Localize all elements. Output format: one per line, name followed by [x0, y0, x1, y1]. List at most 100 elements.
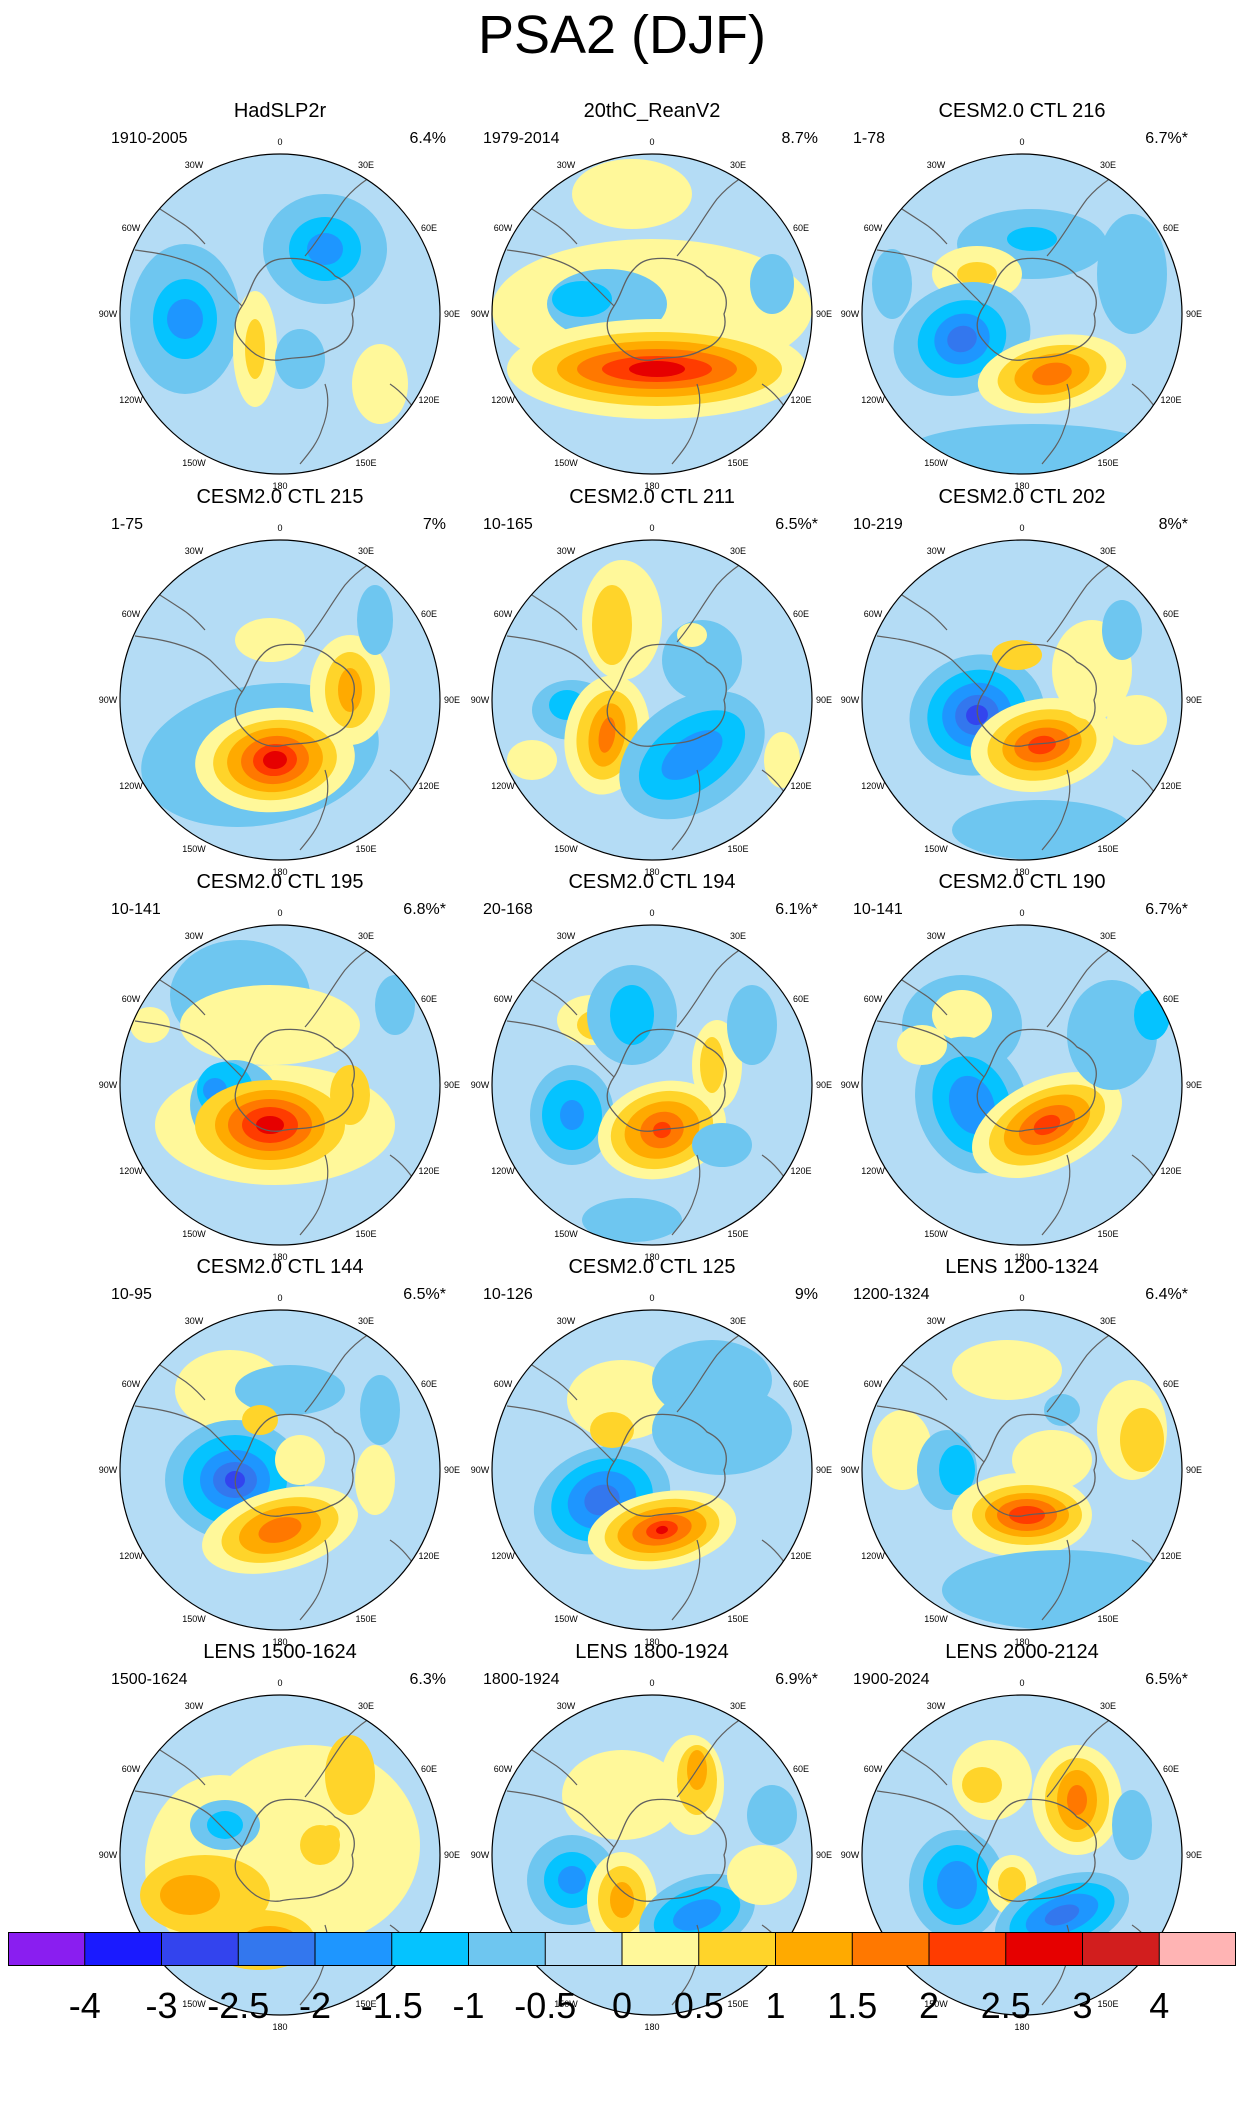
anomaly-contour — [1107, 695, 1167, 745]
longitude-label: 30W — [557, 1316, 576, 1326]
longitude-label: 90W — [471, 1465, 490, 1475]
map-panel: CESM2.0 CTL 125 10-126 9% 0 30E 60E 90E 120E 150… — [462, 1256, 842, 1647]
longitude-label: 60E — [421, 1379, 437, 1389]
longitude-label: 90E — [1186, 695, 1202, 705]
anomaly-contour — [307, 233, 343, 265]
longitude-label: 150E — [355, 458, 376, 468]
polar-map: 0 30E 60E 90E 120E 150E 180 150W 120W 90W 60W 30W — [471, 908, 832, 1262]
colorbar-swatch — [315, 1932, 393, 1966]
anomaly-contour — [727, 985, 777, 1065]
longitude-label: 120W — [861, 781, 885, 791]
coastline — [134, 249, 243, 307]
longitude-label: 0 — [277, 1678, 282, 1688]
panel-title: CESM2.0 CTL 216 — [938, 100, 1106, 122]
longitude-label: 60E — [1163, 223, 1179, 233]
longitude-label: 90E — [444, 695, 460, 705]
longitude-label: 120E — [1160, 1166, 1181, 1176]
map-border — [491, 539, 813, 861]
map-panel: CESM2.0 CTL 215 1-75 7% 0 30E 60E 90E 120E 150E 1… — [90, 486, 470, 877]
colorbar-tick-label: -1.5 — [360, 1985, 423, 2026]
longitude-label: 60E — [421, 609, 437, 619]
coastline — [671, 769, 701, 851]
longitude-label: 0 — [649, 523, 654, 533]
anomaly-contour — [360, 1375, 400, 1445]
colorbar-tick-label: 2 — [918, 1985, 940, 2026]
longitude-label: 60W — [864, 609, 883, 619]
longitude-label: 90E — [816, 695, 832, 705]
longitude-label: 30W — [557, 546, 576, 556]
panel-variance: 6.7%* — [1145, 130, 1188, 147]
longitude-label: 150W — [182, 1229, 206, 1239]
longitude-label: 30E — [1100, 931, 1116, 941]
anomaly-contour — [939, 1445, 975, 1495]
coastline — [299, 1539, 329, 1621]
coastline — [134, 1405, 243, 1463]
colorbar-swatch — [775, 1932, 853, 1966]
longitude-label: 120W — [119, 1551, 143, 1561]
antarctica-coastline — [976, 1798, 1097, 1902]
anomaly-contour — [897, 1025, 947, 1065]
polar-map: 0 30E 60E 90E 120E 150E 180 150W 120W 90W 60W 30W — [841, 523, 1202, 877]
longitude-label: 60E — [1163, 1764, 1179, 1774]
longitude-label: 30E — [1100, 1701, 1116, 1711]
anomaly-contour — [357, 585, 393, 655]
anomaly-contour — [610, 1882, 634, 1918]
longitude-label: 90E — [816, 1850, 832, 1860]
anomaly-contour — [1028, 735, 1056, 755]
colorbar-tick-label: -3 — [145, 1985, 178, 2026]
colorbar-labels: -4 -3 -2.5 -2 -1.5 -1 -0.5 0 0.5 1 1.5 2 2.5 3 4 — [0, 1985, 1244, 2045]
anomaly-contour — [275, 1435, 325, 1485]
longitude-label: 60E — [421, 1764, 437, 1774]
panel-title: CESM2.0 CTL 190 — [938, 871, 1106, 893]
longitude-label: 60W — [122, 223, 141, 233]
longitude-label: 90W — [99, 309, 118, 319]
panel-title: CESM2.0 CTL 211 — [569, 486, 735, 508]
antarctica-coastline — [234, 257, 355, 361]
anomaly-contour — [1032, 362, 1072, 386]
panel-variance: 8.7% — [781, 130, 818, 147]
map-panel: CESM2.0 CTL 211 10-165 6.5%* 0 30E 60E 90E 120E… — [462, 486, 842, 877]
antarctica-coastline — [976, 1028, 1097, 1132]
anomaly-contour — [160, 1875, 220, 1915]
polar-map: 0 30E 60E 90E 120E 150E 180 150W 120W 90W 60W 30W — [99, 1293, 460, 1647]
map-border — [861, 153, 1183, 475]
longitude-label: 150W — [924, 844, 948, 854]
map-panel-grid: HadSLP2r 1910-2005 6.4% 0 30E 60E 90E 120E 150E 1… — [90, 100, 1202, 2032]
longitude-label: 150E — [727, 844, 748, 854]
map-panel: 20thC_ReanV2 1979-2014 8.7% 0 30E 60E 90E 120E 1… — [462, 100, 842, 491]
longitude-label: 30E — [730, 546, 746, 556]
panel-period: 20-168 — [483, 901, 533, 918]
longitude-label: 180 — [272, 1637, 287, 1647]
anomaly-contour — [952, 1340, 1062, 1400]
anomaly-contour — [998, 1867, 1026, 1903]
colorbar-tick-label: -2.5 — [207, 1985, 270, 2026]
map-border — [861, 924, 1183, 1246]
anomaly-contour — [507, 740, 557, 780]
longitude-label: 120W — [119, 395, 143, 405]
coastline — [1041, 769, 1071, 851]
longitude-label: 120E — [790, 395, 811, 405]
colorbar-swatch — [698, 1932, 776, 1966]
panel-variance: 6.5%* — [403, 1286, 446, 1303]
panel-period: 1979-2014 — [483, 130, 560, 147]
longitude-label: 30W — [927, 546, 946, 556]
longitude-label: 30E — [358, 160, 374, 170]
anomaly-contour — [235, 1365, 345, 1415]
anomaly-contour — [180, 985, 360, 1065]
map-border — [119, 1309, 441, 1631]
longitude-label: 30W — [185, 1701, 204, 1711]
panel-period: 10-141 — [111, 901, 161, 918]
longitude-label: 150E — [727, 458, 748, 468]
longitude-label: 90E — [816, 1465, 832, 1475]
longitude-label: 60E — [1163, 1379, 1179, 1389]
longitude-label: 90W — [471, 1850, 490, 1860]
longitude-label: 0 — [649, 1293, 654, 1303]
longitude-label: 30E — [1100, 160, 1116, 170]
anomaly-contour — [952, 800, 1132, 860]
antarctica-coastline — [606, 1413, 727, 1517]
longitude-label: 90W — [471, 309, 490, 319]
longitude-label: 90E — [1186, 1850, 1202, 1860]
panel-period: 1200-1324 — [853, 1286, 930, 1303]
panel-variance: 8%* — [1158, 516, 1188, 533]
colorbar-swatch — [161, 1932, 239, 1966]
